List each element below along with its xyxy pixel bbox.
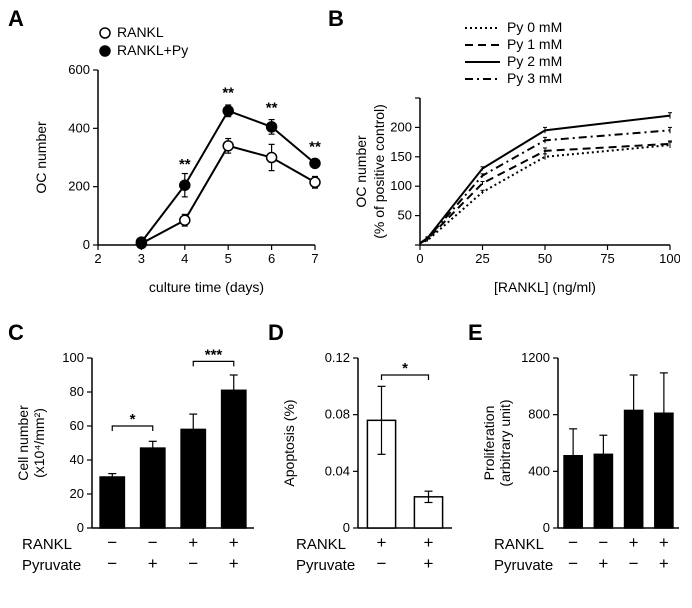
svg-text:+: +	[659, 533, 669, 552]
svg-text:+: +	[659, 554, 669, 573]
svg-text:0: 0	[77, 520, 84, 535]
svg-text:*: *	[130, 411, 136, 428]
svg-text:40: 40	[70, 452, 84, 467]
svg-text:**: **	[222, 85, 234, 102]
svg-text:−: −	[148, 533, 158, 552]
svg-text:+: +	[424, 533, 434, 552]
svg-text:150: 150	[390, 149, 412, 164]
svg-text:Apoptosis (%): Apoptosis (%)	[281, 399, 297, 486]
row-label: Pyruvate	[296, 557, 355, 574]
svg-text:**: **	[309, 139, 321, 156]
svg-text:2: 2	[94, 251, 101, 266]
svg-text:OC number: OC number	[353, 135, 369, 208]
svg-text:20: 20	[70, 486, 84, 501]
svg-text:−: −	[377, 554, 387, 573]
row-label: RANKL	[494, 536, 544, 553]
svg-text:50: 50	[398, 208, 412, 223]
svg-text:0: 0	[543, 520, 550, 535]
svg-text:200: 200	[68, 179, 90, 194]
svg-text:−: −	[107, 554, 117, 573]
svg-text:0: 0	[343, 520, 350, 535]
svg-text:100: 100	[659, 251, 680, 266]
svg-text:RANKL: RANKL	[117, 24, 164, 40]
svg-text:Py 0 mM: Py 0 mM	[507, 20, 562, 35]
svg-text:600: 600	[68, 62, 90, 77]
svg-text:+: +	[148, 554, 158, 573]
chart-b: 50 100 150 200 0 25 50 75 100 [RANKL] (ng/ml) OC n…	[350, 20, 680, 300]
svg-text:+: +	[229, 533, 239, 552]
svg-text:75: 75	[600, 251, 614, 266]
svg-text:1200: 1200	[521, 350, 550, 365]
svg-text:100: 100	[390, 178, 412, 193]
svg-text:−: −	[188, 554, 198, 573]
svg-text:25: 25	[475, 251, 489, 266]
svg-text:−: −	[568, 554, 578, 573]
svg-text:OC number: OC number	[33, 121, 49, 194]
svg-text:Proliferation: Proliferation	[481, 406, 497, 481]
row-label: RANKL	[22, 536, 72, 553]
svg-text:(arbitrary unit): (arbitrary unit)	[497, 399, 513, 486]
svg-text:400: 400	[68, 120, 90, 135]
svg-text:+: +	[629, 533, 639, 552]
svg-text:6: 6	[268, 251, 275, 266]
svg-text:0.12: 0.12	[325, 350, 350, 365]
svg-text:50: 50	[538, 251, 552, 266]
svg-text:***: ***	[205, 346, 223, 363]
svg-text:200: 200	[390, 119, 412, 134]
svg-text:+: +	[229, 554, 239, 573]
svg-text:[RANKL] (ng/ml): [RANKL] (ng/ml)	[494, 279, 596, 295]
svg-text:**: **	[266, 99, 278, 116]
svg-text:(% of positive control): (% of positive control)	[371, 104, 387, 239]
svg-text:−: −	[568, 533, 578, 552]
svg-text:7: 7	[311, 251, 318, 266]
svg-text:−: −	[629, 554, 639, 573]
svg-text:−: −	[598, 533, 608, 552]
svg-text:800: 800	[528, 407, 550, 422]
svg-text:+: +	[188, 533, 198, 552]
svg-text:*: *	[402, 360, 408, 377]
svg-text:Cell number: Cell number	[15, 405, 31, 481]
svg-text:+: +	[377, 533, 387, 552]
svg-text:−: −	[107, 533, 117, 552]
row-label: Pyruvate	[494, 557, 553, 574]
svg-text:5: 5	[225, 251, 232, 266]
svg-text:0.08: 0.08	[325, 407, 350, 422]
svg-text:RANKL+Py: RANKL+Py	[117, 42, 188, 58]
svg-text:(x10⁴/mm²): (x10⁴/mm²)	[31, 408, 47, 478]
svg-text:3: 3	[138, 251, 145, 266]
svg-text:Py 1 mM: Py 1 mM	[507, 36, 562, 52]
svg-text:culture time (days): culture time (days)	[149, 279, 264, 295]
svg-text:4: 4	[181, 251, 188, 266]
panel-label-a: A	[8, 6, 24, 32]
chart-a: 0 200 400 600 2 3 4 5 6 7 culture time (days) OC nu…	[30, 20, 325, 300]
svg-text:400: 400	[528, 463, 550, 478]
svg-text:80: 80	[70, 384, 84, 399]
svg-text:Py 2 mM: Py 2 mM	[507, 53, 562, 69]
row-label: Pyruvate	[22, 557, 81, 574]
svg-text:**: **	[179, 156, 191, 173]
panel-label-b: B	[328, 6, 344, 32]
row-label: RANKL	[296, 536, 346, 553]
svg-text:60: 60	[70, 418, 84, 433]
svg-text:+: +	[424, 554, 434, 573]
svg-text:0: 0	[416, 251, 423, 266]
svg-text:Py 3 mM: Py 3 mM	[507, 70, 562, 86]
svg-text:0.04: 0.04	[325, 463, 350, 478]
svg-text:100: 100	[62, 350, 84, 365]
svg-text:0: 0	[83, 237, 90, 252]
svg-text:+: +	[598, 554, 608, 573]
